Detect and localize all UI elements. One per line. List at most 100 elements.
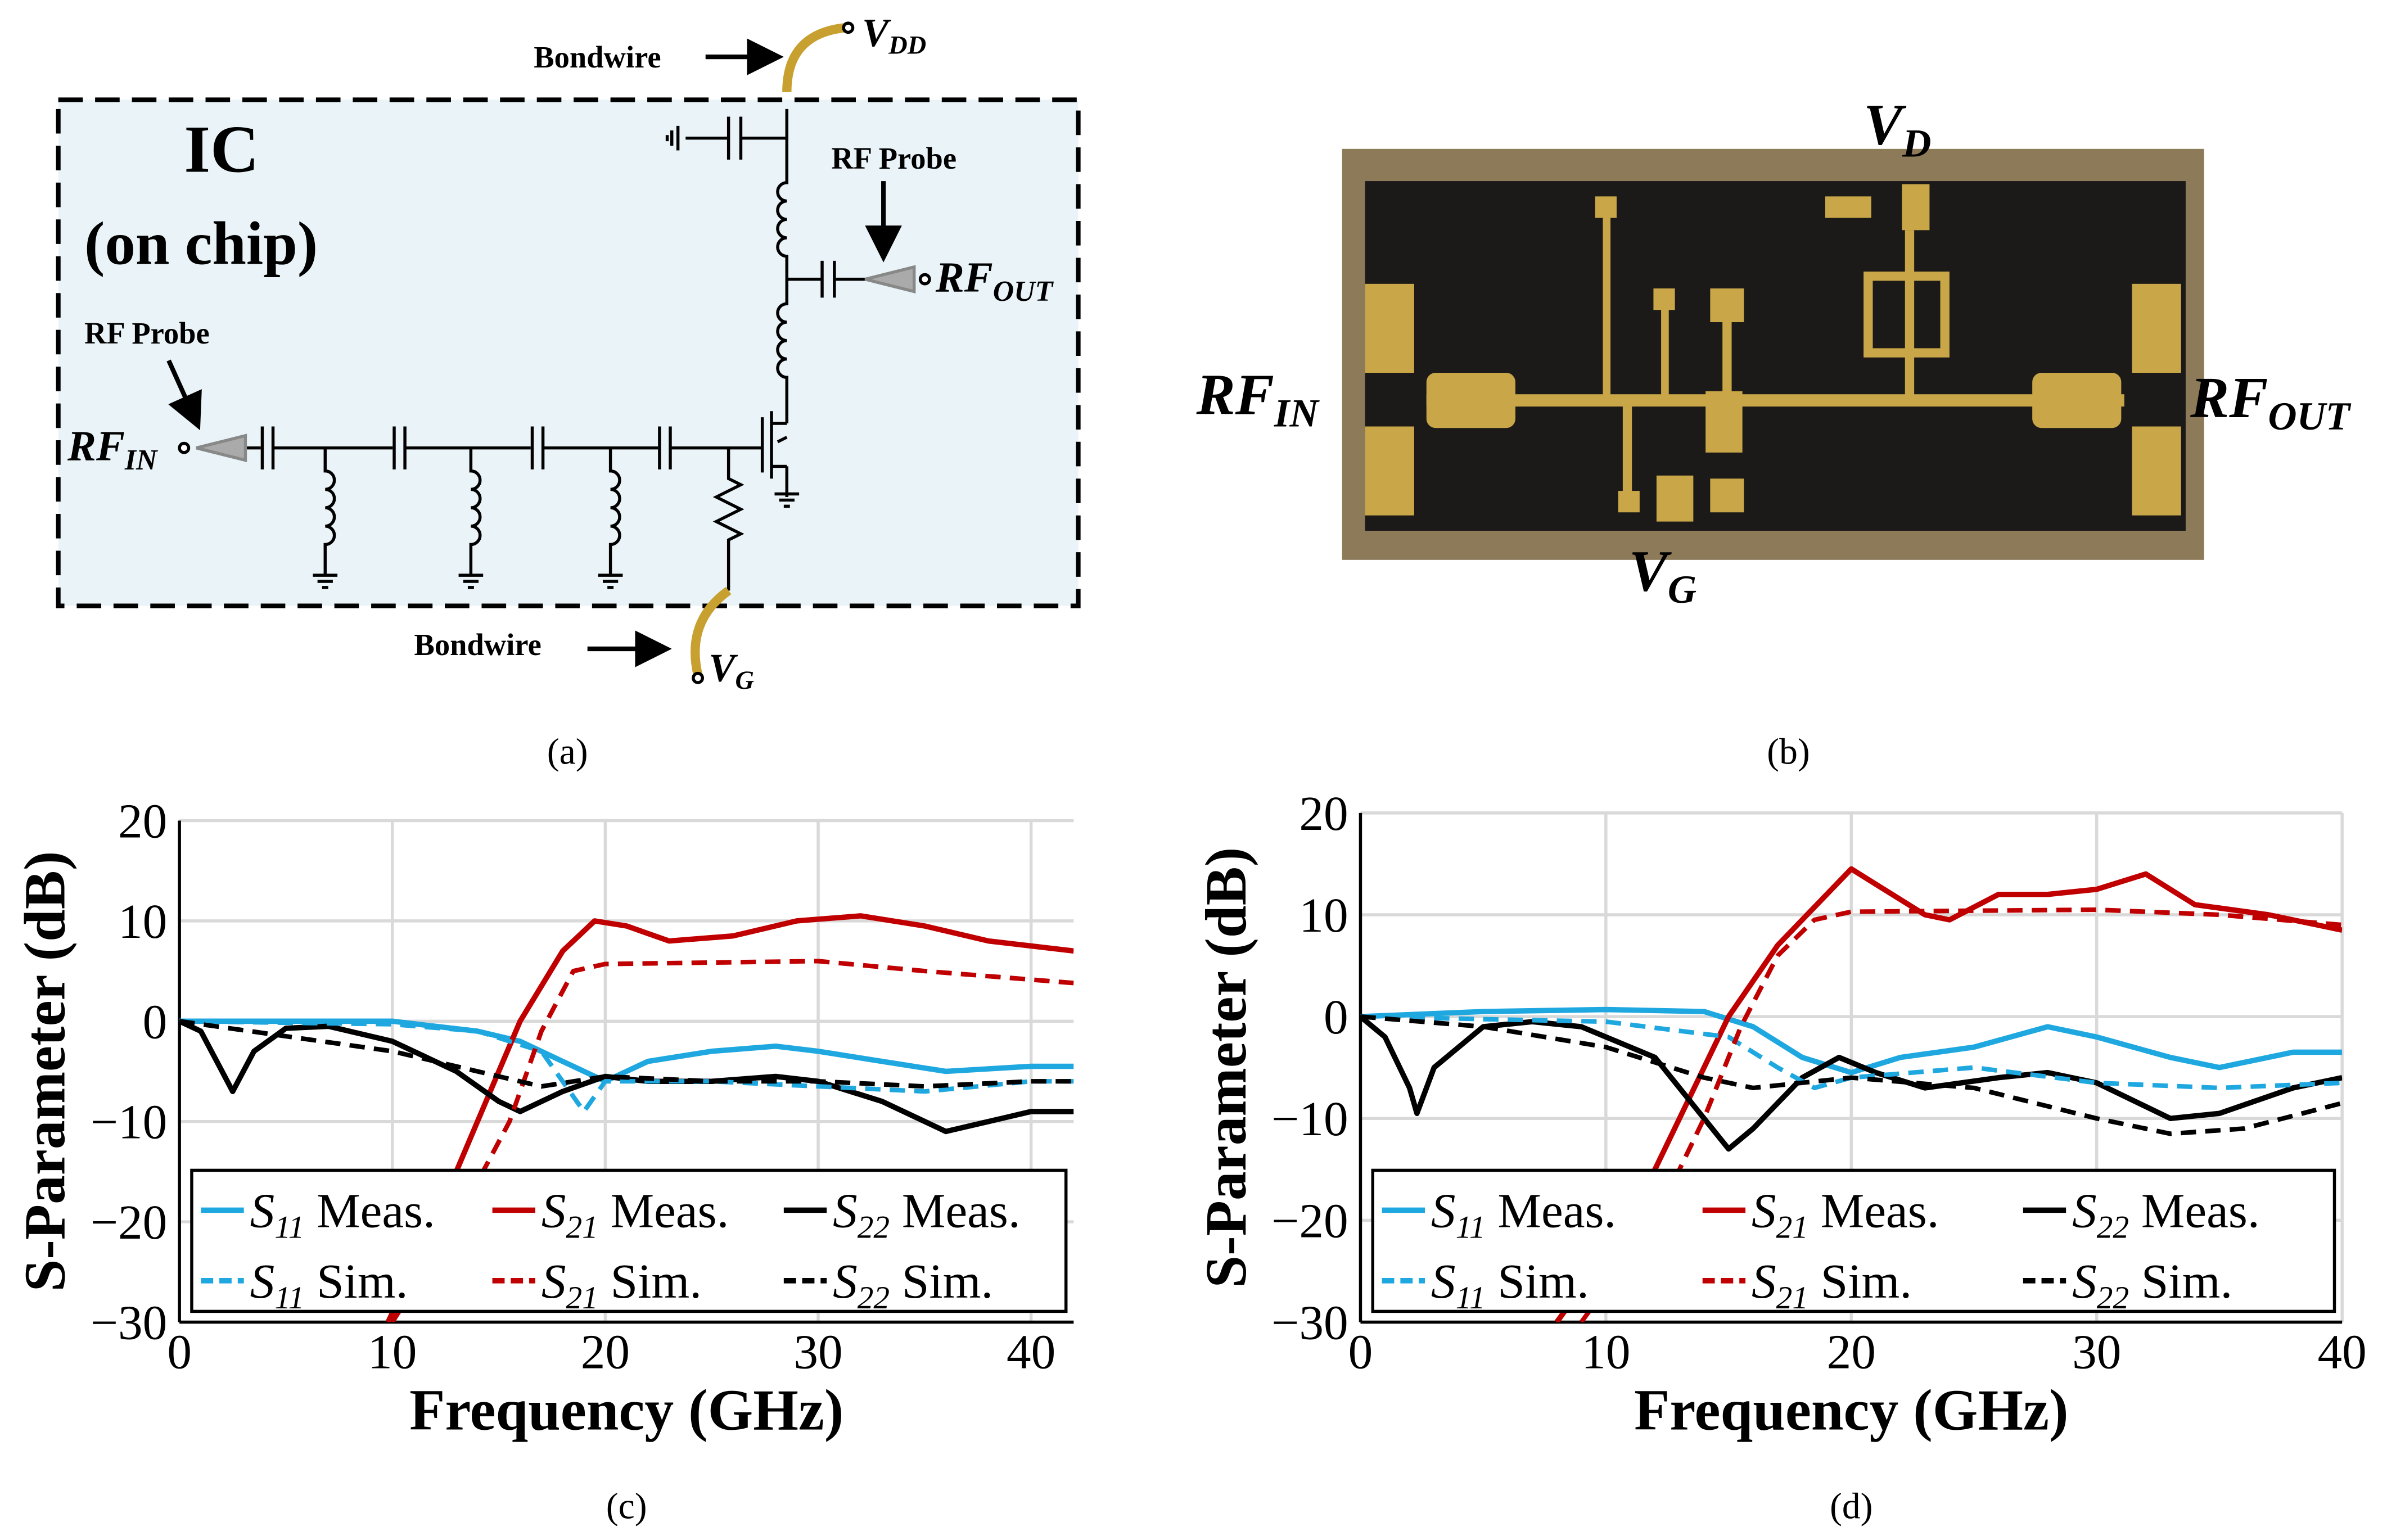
legend-label: S22 Meas. — [833, 1183, 1021, 1245]
series-line — [1360, 1014, 2343, 1136]
legend-label: S22 Sim. — [833, 1254, 993, 1316]
shunt-inductors — [313, 448, 623, 589]
symbol: S — [833, 1183, 858, 1238]
subscript: 21 — [1776, 1209, 1808, 1245]
y-axis-label: S-Parameter (dB) — [1194, 847, 1258, 1288]
y-tick-label: 0 — [1324, 990, 1348, 1044]
series-line — [179, 1019, 1074, 1089]
y-tick-label: −10 — [1271, 1091, 1348, 1146]
probe-in-tip — [178, 441, 191, 454]
symbol: S — [250, 1183, 275, 1238]
main: V — [1629, 539, 1672, 603]
panel-label: (c) — [606, 1487, 647, 1527]
y-tick-label: 20 — [1299, 786, 1348, 841]
legend-box — [1371, 1168, 2336, 1313]
rf-in-label: RFIN — [67, 422, 158, 476]
y-tick-label: −20 — [1271, 1193, 1348, 1248]
symbol: S — [1752, 1183, 1776, 1238]
symbol: S — [542, 1183, 566, 1238]
series-line — [179, 1018, 1074, 1084]
y-axis-label: S-Parameter (dB) — [13, 851, 78, 1292]
text: Sim. — [2129, 1254, 2232, 1308]
text: Meas. — [890, 1183, 1021, 1238]
vdd-label: VDD — [862, 11, 926, 60]
subscript: 11 — [274, 1280, 304, 1316]
text: Meas. — [304, 1183, 435, 1238]
series-line — [179, 1018, 1074, 1135]
sub: IN — [1274, 391, 1320, 435]
text: Meas. — [2129, 1183, 2260, 1238]
legend-box — [190, 1168, 1068, 1313]
rf-in-label: RFIN — [1196, 363, 1320, 436]
rf-out-label: RFOUT — [935, 253, 1054, 307]
main: RF — [2190, 366, 2268, 430]
y-tick-label: 10 — [1299, 888, 1348, 942]
y-tick-label: 0 — [143, 994, 168, 1049]
main: RF — [1196, 363, 1274, 427]
legend-label: S11 Sim. — [1431, 1254, 1589, 1316]
panel-label: (b) — [1767, 732, 1810, 773]
bondwire-vdd — [782, 23, 846, 92]
sub: OUT — [993, 276, 1054, 308]
text: Sim. — [890, 1254, 993, 1308]
subscript: 11 — [274, 1209, 304, 1245]
bondwire-label: Bondwire — [414, 627, 541, 662]
x-axis-label: Frequency (GHz) — [1634, 1378, 2068, 1442]
vg-pad — [692, 671, 705, 684]
chip-metal — [1365, 184, 2181, 522]
x-tick-label: 0 — [167, 1324, 192, 1379]
decoupling-capacitor — [665, 116, 787, 160]
subscript: 22 — [2097, 1280, 2129, 1316]
symbol: S — [1431, 1183, 1456, 1238]
sub: D — [1902, 121, 1931, 165]
text: Sim. — [1486, 1254, 1589, 1308]
subscript: 22 — [858, 1209, 890, 1245]
ic-label: IC — [184, 112, 259, 187]
legend-label: S22 Meas. — [2072, 1183, 2260, 1245]
subscript: 21 — [566, 1280, 598, 1316]
x-tick-label: 0 — [1348, 1324, 1373, 1379]
x-tick-label: 40 — [2318, 1324, 2367, 1379]
bondwire-vg — [691, 586, 732, 676]
subscript: 21 — [566, 1209, 598, 1245]
symbol: S — [2072, 1183, 2097, 1238]
bias-resistor — [712, 448, 744, 591]
symbol: S — [1752, 1254, 1776, 1308]
sub: G — [735, 666, 753, 695]
arrow — [166, 359, 202, 431]
main: V — [1863, 93, 1907, 157]
series-line — [385, 913, 1074, 1322]
text: Meas. — [1486, 1183, 1617, 1238]
output-capacitor — [787, 260, 865, 298]
series-line — [1360, 1014, 2343, 1152]
x-tick-label: 20 — [581, 1324, 630, 1379]
text: Sim. — [1808, 1254, 1912, 1308]
x-tick-label: 40 — [1007, 1324, 1055, 1379]
subscript: 22 — [858, 1280, 890, 1316]
probe-label: RF Probe — [831, 141, 956, 175]
panel-label: (a) — [547, 732, 588, 773]
x-tick-label: 10 — [1581, 1324, 1630, 1379]
symbol: S — [1431, 1254, 1456, 1308]
series-capacitors — [260, 426, 672, 469]
text: Meas. — [598, 1183, 729, 1238]
subscript: 11 — [1456, 1280, 1486, 1316]
legend-label: S22 Sim. — [2072, 1254, 2232, 1316]
on-chip-label: (on chip) — [84, 209, 318, 277]
probe-out — [864, 265, 916, 293]
subscript: 21 — [1776, 1280, 1808, 1316]
ic-boundary — [56, 97, 1081, 608]
y-tick-label: −20 — [91, 1195, 167, 1249]
drain-inductors — [776, 109, 789, 424]
subscript: 22 — [2097, 1209, 2129, 1245]
sub: OUT — [2268, 395, 2351, 439]
main: RF — [67, 422, 125, 470]
text: Sim. — [598, 1254, 702, 1308]
vd-label: VD — [1863, 93, 1931, 166]
text: Sim. — [304, 1254, 408, 1308]
vdd-pad — [842, 21, 855, 34]
main: RF — [935, 253, 993, 301]
bondwire-label: Bondwire — [534, 40, 661, 74]
